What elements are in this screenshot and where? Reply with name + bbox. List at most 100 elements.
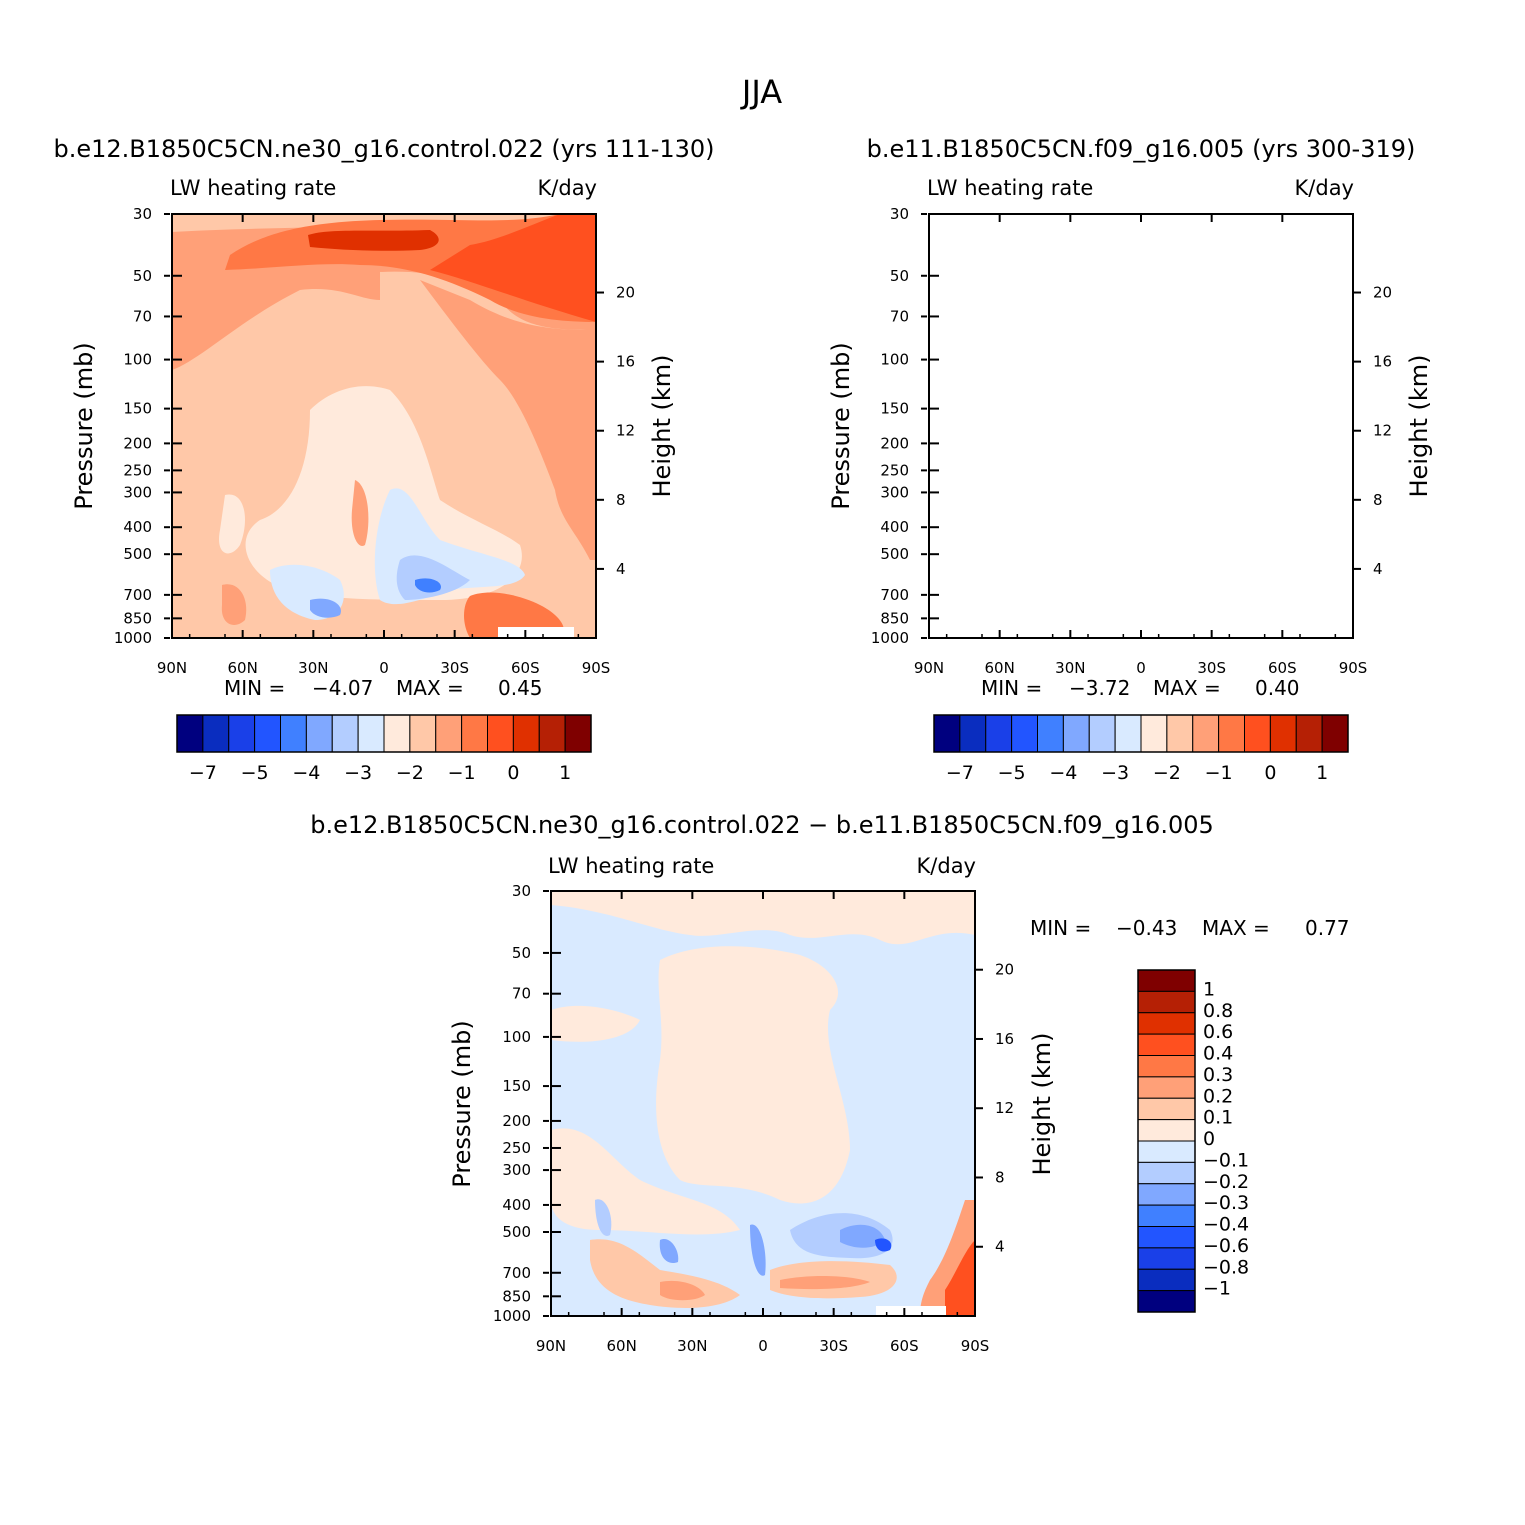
panel-3-x-tick-label: 0 [758,1337,768,1355]
panel-3-contour-eq-cool [750,1224,766,1276]
panel-1-colorbar-swatch [228,714,256,753]
panel-1-min-label: MIN = [224,676,285,700]
panel-3-contour-sh-cool-mid [840,1224,885,1248]
panel-1-y-tick-label: 70 [133,307,152,325]
panel-3-contour-central-warm [656,946,850,1204]
panel-1-colorbar-label: −1 [448,762,476,784]
panel-3-colorbar-swatch [1137,1097,1196,1121]
panel-2-contour-eq-warm [1109,480,1126,546]
panel-3-y-tick-label: 1000 [493,1307,531,1325]
panel-1-contour-band-b3cdff [396,555,470,600]
panel-2-colorbar-swatch [1011,714,1038,753]
panel-2-x-tick-label: 60N [985,659,1015,677]
panel-1-y-tick-label: 250 [123,461,152,479]
panel-3-max-value: 0.77 [1305,916,1350,940]
panel-2-colorbar-label: −2 [1153,762,1181,784]
panel-2-x-tick-label: 0 [1136,659,1146,677]
panel-3-y-ticks: 30 50 70 100 150 200 250 300 400 500 700 850 1000 [493,882,561,1325]
panel-2-colorbar-swatch [959,714,987,753]
panel-1-colorbar-swatch [202,714,230,753]
panel-1-colorbar-label: −2 [396,762,424,784]
panel-2-y-tick-label: 200 [880,434,909,452]
panel-1-max-value: 0.45 [498,676,543,700]
panel-3-colorbar-label: −1 [1203,1278,1231,1300]
panel-1-contour-eq-warm [351,480,369,546]
panel-1-contour-band-ff501f [430,214,596,322]
figure-title: JJA [740,73,782,111]
panel-2-colorbar-swatch [1218,714,1245,753]
panel-3-x-ticks: 90N 60N 30N 0 30S 60S 90S [536,891,989,1355]
panel-1-colorbar-swatch [512,714,540,753]
panel-2-colorbar-label: 1 [1316,762,1328,784]
panel-1-contour-nh-patch [219,494,245,554]
panel-2-y-tick-label: 250 [880,461,909,479]
panel-2-colorbar-label: −7 [946,762,974,784]
panel-3-field-label: LW heating rate [548,854,714,878]
panel-3-plot-area [550,890,976,1317]
panel-2-colorbar-label: −1 [1205,762,1233,784]
panel-3-x-tick-label: 30N [677,1337,707,1355]
panel-1-contour-sfc-warm [464,592,564,638]
panel-3-colorbar-swatch [1137,1055,1196,1078]
panel-1-x-tick-label: 60N [228,659,258,677]
panel-2-contour-band-e03000 [1065,230,1200,252]
panel-2-colorbar-swatch [1321,714,1349,753]
panel-2-max-label: MAX = [1153,676,1221,700]
panel-2-colorbar-swatch [1269,714,1297,753]
panel-2-y-tick-label: 150 [880,400,909,418]
panel-2-colorbar-frame [933,714,1349,753]
panel-3-colorbar: 10.80.60.40.30.20.10−0.1−0.2−0.3−0.4−0.6… [1137,969,1249,1313]
panel-1-x-tick-label: 30S [440,659,469,677]
panel-3-y-axis-label: Pressure (mb) [448,1020,476,1187]
panel-1-colorbar-swatch [564,714,592,753]
panel-1-contour-band-80a8ff [310,598,341,618]
panel-1-y-tick-label: 700 [123,586,152,604]
panel-1-colorbar-swatch [409,714,437,753]
panel-1-x-ticks: 90N 60N 30N 0 30S 60S 90S [157,214,610,677]
panel-1-y-ticks: 30 50 70 100 150 200 250 300 400 500 700 850 1000 [114,205,182,647]
panel-1-colorbar-swatch [538,714,566,753]
panel-3-y2-tick-label: 8 [995,1168,1005,1186]
panel-3-colorbar-label: −0.8 [1203,1256,1249,1278]
panel-1-y2-tick-label: 16 [616,353,635,371]
panel-2-colorbar-swatch [1088,714,1116,753]
panel-2-colorbar-swatch [1140,714,1168,753]
panel-3-colorbar-swatch [1137,1247,1196,1270]
panel-3-colorbar-label: 0.4 [1203,1043,1233,1065]
panel-3-y2-axis-label: Height (km) [1028,1033,1056,1176]
panel-2-y-tick-label: 500 [880,545,909,563]
panel-2-y-tick-label: 100 [880,351,909,369]
panel-2-x-tick-label: 60S [1268,659,1297,677]
panel-2-colorbar-swatch [1295,714,1323,753]
panel-3-y-tick-label: 400 [502,1196,531,1214]
panel-2-missing-data [1257,627,1333,638]
panel-1-y2-ticks: 20 16 12 8 4 [596,284,635,578]
panel-3-colorbar-label: −0.2 [1203,1171,1249,1193]
panel-2-contour-band-b3cdff [1154,555,1227,600]
panel-1-plot-area [171,213,597,639]
panel-2-min-value: −3.72 [1069,676,1130,700]
panel-2-contour-nh-cool [1032,565,1106,625]
panel-3-missing-data [876,1306,946,1316]
panel-1-contour-nh-warm [221,584,247,625]
panel-3-colorbar-label: 0 [1203,1128,1215,1150]
panel-1-colorbar-swatch [383,714,411,753]
panel-1-colorbar-swatch [487,714,514,753]
panel-1-y2-tick-label: 4 [616,560,626,578]
panel-1-contour-band-e03000 [308,230,439,251]
panel-3-colorbar-swatch [1137,1161,1196,1185]
panel-2-field-label: LW heating rate [927,176,1093,200]
panel-1-y-tick-label: 150 [123,400,152,418]
panel-1-colorbar-swatch [280,714,307,753]
panel-2-y2-tick-label: 8 [1373,491,1383,509]
panel-1-y-tick-label: 1000 [114,629,152,647]
panel-2-contour-band-d9eaff [1132,479,1282,604]
panel-2-contour-sh-trop [1177,280,1353,560]
panel-2-y2-tick-label: 16 [1373,353,1392,371]
panel-2-x-ticks: 90N 60N 30N 0 30S 60S 90S [914,214,1367,677]
panel-3-colorbar-label: 0.6 [1203,1021,1233,1043]
panel-1-x-tick-label: 90N [157,659,187,677]
panel-3-y-tick-label: 250 [502,1139,531,1157]
panel-2-colorbar-swatch [1166,714,1194,753]
panel-2-colorbar-label: −3 [1101,762,1129,784]
